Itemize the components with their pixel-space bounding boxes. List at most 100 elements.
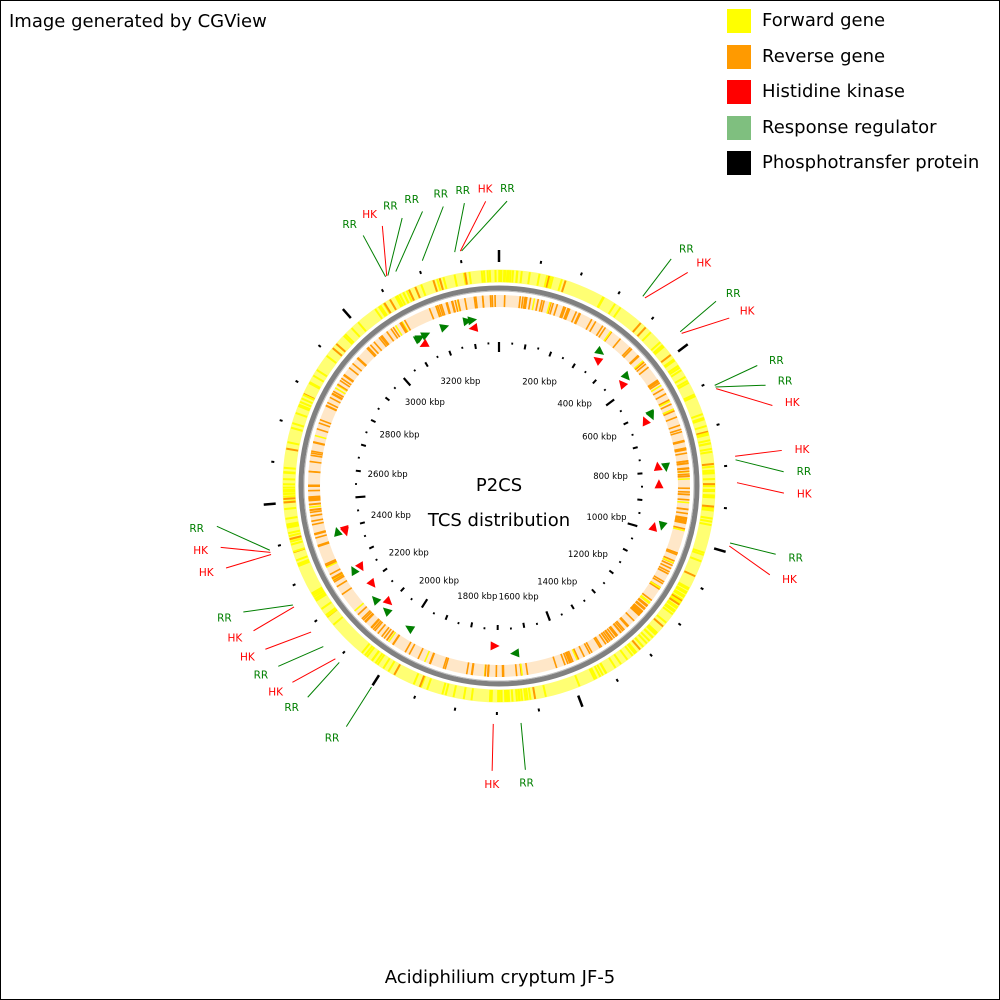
reverse-gene-block <box>676 507 689 511</box>
histidine-kinase-marker <box>468 322 479 332</box>
forward-gene-block <box>283 471 296 475</box>
reverse-gene-block <box>652 577 664 585</box>
kbp-tick <box>390 579 394 583</box>
reverse-gene-block <box>357 356 368 367</box>
kbp-tick <box>448 350 452 356</box>
reverse-gene-block <box>663 410 675 417</box>
histidine-kinase-marker <box>355 561 364 572</box>
reverse-gene-block <box>647 379 659 388</box>
forward-gene-block <box>608 657 617 669</box>
forward-gene-block <box>383 302 392 314</box>
kbp-tick <box>545 610 551 622</box>
callout-line <box>729 545 771 576</box>
reverse-gene-block <box>620 616 630 627</box>
kbp-tick <box>603 388 607 392</box>
reverse-gene-block <box>639 595 650 605</box>
kbp-label: 1800 kbp <box>457 592 497 602</box>
forward-gene-block <box>668 597 681 606</box>
reverse-gene-block <box>635 600 646 610</box>
forward-gene-block <box>462 687 467 700</box>
reverse-gene-block <box>535 298 540 312</box>
reverse-gene-block <box>612 338 622 349</box>
kbp-tick <box>457 621 460 625</box>
reverse-gene-block <box>630 605 641 616</box>
reverse-gene-block <box>676 460 689 464</box>
reverse-gene-block <box>309 510 322 514</box>
forward-gene-block <box>405 290 413 302</box>
callout-line <box>278 646 324 667</box>
reverse-gene-block <box>387 631 397 643</box>
reverse-gene-block <box>364 612 374 623</box>
outer-tick <box>277 544 282 547</box>
kbp-tick <box>560 613 563 616</box>
reverse-gene-block <box>622 348 633 358</box>
forward-gene-block <box>664 603 676 612</box>
reverse-gene-block <box>317 542 330 548</box>
outer-tick <box>677 622 682 626</box>
kbp-tick <box>619 409 623 413</box>
forward-gene-block <box>683 570 696 578</box>
reverse-gene-block <box>311 521 324 526</box>
forward-gene-block <box>394 295 403 308</box>
reverse-gene-block <box>657 567 669 575</box>
kbp-tick <box>360 443 367 447</box>
rr-callout-label: RR <box>797 466 812 478</box>
kbp-tick <box>393 386 397 390</box>
forward-gene-block <box>694 425 707 431</box>
reverse-gene-block <box>310 513 323 517</box>
reverse-gene-block <box>329 396 341 404</box>
reverse-gene-block <box>348 367 359 376</box>
histidine-kinase-marker <box>419 338 430 348</box>
reverse-gene-block <box>629 354 639 365</box>
center-title: P2CS <box>476 475 522 496</box>
forward-gene-block <box>702 465 715 469</box>
reverse-gene-block <box>334 387 346 395</box>
forward-gene-block <box>619 649 629 661</box>
forward-gene-block <box>660 354 672 364</box>
reverse-gene-block <box>652 388 664 396</box>
reverse-gene-block <box>560 306 567 319</box>
reverse-gene-block <box>518 296 522 309</box>
forward-gene-block <box>309 381 321 389</box>
callout-line <box>491 723 494 771</box>
reverse-gene-block <box>336 384 348 392</box>
reverse-gene-block <box>524 296 528 310</box>
forward-gene-block <box>507 270 510 283</box>
reverse-gene-block <box>339 379 351 388</box>
forward-gene-block <box>462 272 467 285</box>
kbp-tick <box>591 588 596 594</box>
reverse-gene-block <box>673 525 686 530</box>
reverse-gene-block <box>343 373 355 383</box>
reverse-gene-block <box>522 296 526 309</box>
reverse-gene-block <box>316 428 329 434</box>
forward-gene-block <box>643 628 654 639</box>
kbp-tick <box>548 351 553 357</box>
reverse-gene-block <box>309 505 322 509</box>
hk-callout-label: HK <box>240 652 256 664</box>
reverse-gene-block <box>331 393 343 401</box>
callout-line <box>714 365 758 386</box>
reverse-gene-block <box>370 618 380 629</box>
forward-gene-block <box>647 624 658 635</box>
kbp-tick <box>355 469 361 473</box>
forward-gene-block <box>418 675 426 688</box>
reverse-gene-block <box>318 422 331 428</box>
reverse-gene-block <box>566 651 573 664</box>
reverse-gene-block <box>672 440 685 445</box>
kbp-tick <box>522 622 526 628</box>
kbp-tick <box>444 614 449 621</box>
hk-callout-label: HK <box>362 209 378 221</box>
forward-gene-block <box>542 684 547 698</box>
reverse-gene-block <box>308 496 321 500</box>
reverse-gene-block <box>325 404 338 411</box>
forward-gene-block <box>290 537 303 543</box>
forward-gene-block <box>677 582 689 591</box>
outer-tick <box>615 678 619 683</box>
forward-gene-block <box>593 665 602 678</box>
forward-gene-block <box>320 601 332 610</box>
forward-gene-block <box>468 271 472 285</box>
forward-gene-block <box>696 433 710 439</box>
reverse-gene-block <box>343 374 354 383</box>
forward-gene-block <box>396 294 404 307</box>
